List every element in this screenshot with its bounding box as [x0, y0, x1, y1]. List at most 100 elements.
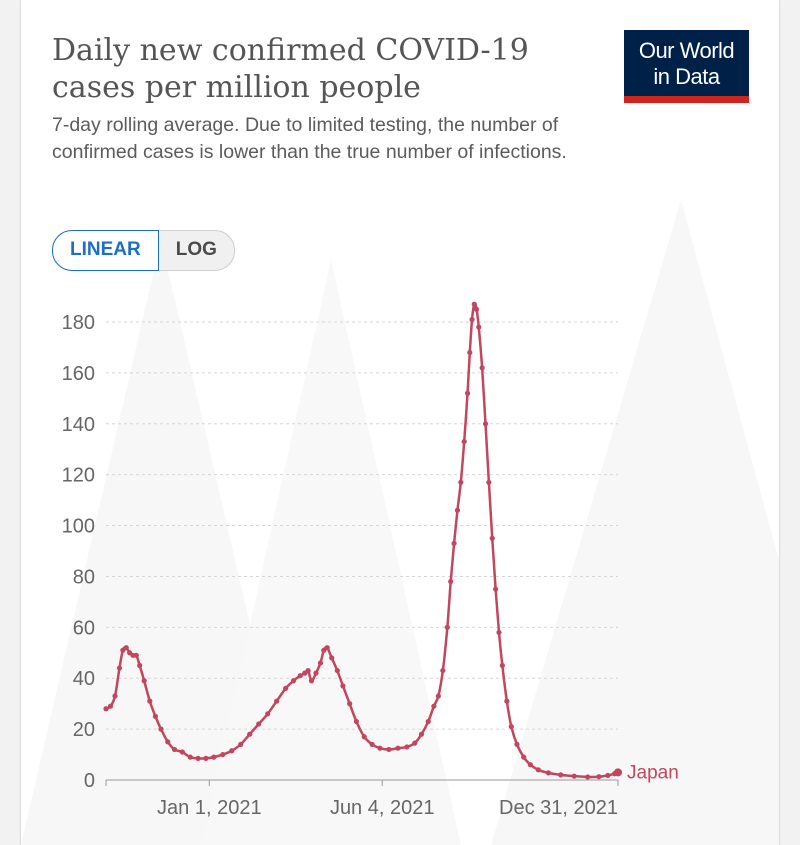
chart-title: Daily new confirmed COVID-19 cases per m…	[52, 33, 529, 105]
series-end-marker	[614, 768, 622, 777]
data-point	[347, 701, 353, 707]
data-point	[386, 746, 392, 753]
data-point	[305, 667, 311, 674]
y-tick-label-120: 120	[62, 465, 95, 487]
data-point	[451, 540, 457, 546]
data-point	[179, 749, 185, 755]
data-point	[508, 723, 514, 730]
data-point	[313, 670, 319, 676]
data-point	[329, 655, 335, 661]
x-axis: Jan 1, 2021 Jun 4, 2021 Dec 31, 2021	[105, 779, 619, 819]
data-point	[187, 754, 193, 760]
data-point	[211, 754, 217, 760]
data-point	[425, 718, 431, 725]
data-point	[473, 306, 480, 312]
data-point	[545, 770, 551, 776]
chart-subtitle: 7-day rolling average. Due to limited te…	[52, 114, 567, 163]
series-line-0	[105, 302, 619, 779]
data-point	[274, 698, 280, 704]
logo-line-2: in Data	[653, 64, 720, 89]
data-point	[377, 745, 383, 751]
data-point	[203, 755, 209, 761]
data-point	[469, 316, 475, 323]
data-point	[605, 772, 611, 779]
data-point	[353, 718, 359, 725]
data-point	[283, 685, 289, 692]
x-tick-label-0: Jan 1, 2021	[157, 797, 262, 819]
data-point	[499, 662, 505, 669]
data-point	[171, 746, 178, 753]
data-point	[496, 629, 502, 636]
data-point	[147, 698, 153, 704]
chart-card: Daily new confirmed COVID-19 cases per m…	[21, 0, 779, 845]
data-point	[418, 731, 425, 737]
y-tick-label-100: 100	[62, 516, 95, 538]
data-point	[317, 660, 324, 666]
y-tick-label-20: 20	[73, 719, 95, 741]
data-point	[247, 731, 253, 737]
data-point	[467, 349, 473, 356]
data-point	[558, 772, 564, 778]
logo-line-1: Our World	[638, 38, 735, 63]
data-point	[458, 479, 464, 485]
data-point	[152, 713, 159, 719]
data-point	[493, 586, 499, 592]
data-point	[444, 624, 450, 630]
series-end-label: Japan	[627, 762, 679, 783]
data-point	[395, 745, 401, 751]
data-point	[112, 693, 118, 699]
data-point	[133, 652, 139, 658]
owid-logo[interactable]: Our World in Data	[624, 30, 749, 103]
data-point	[116, 665, 123, 671]
data-point	[504, 698, 510, 704]
data-point	[165, 739, 171, 745]
logo-accent-bar	[624, 96, 749, 103]
y-tick-label-180: 180	[62, 312, 95, 334]
data-point	[412, 740, 418, 746]
y-tick-label-80: 80	[73, 566, 95, 588]
data-point	[123, 645, 129, 651]
data-point	[440, 667, 446, 674]
data-point	[229, 748, 235, 754]
y-tick-label-0: 0	[84, 770, 95, 792]
data-point	[158, 726, 164, 732]
data-point	[220, 751, 226, 758]
x-tick-label-1: Jun 4, 2021	[330, 797, 435, 819]
data-point	[431, 703, 437, 709]
series-japan[interactable]: Japan	[103, 301, 679, 784]
y-axis: 0 20 40 60 80 100 120 140 160 180	[62, 312, 95, 792]
linear-scale-button[interactable]: LINEAR	[52, 230, 159, 271]
data-point	[454, 507, 461, 513]
data-point	[435, 693, 441, 699]
data-point	[195, 755, 201, 761]
data-point	[361, 734, 367, 740]
data-point	[297, 673, 303, 679]
data-point	[324, 645, 330, 651]
data-point	[141, 678, 147, 684]
y-tick-label-160: 160	[62, 363, 95, 385]
data-point	[482, 421, 489, 427]
scale-toggle: LINEAR LOG	[52, 230, 235, 271]
data-point	[471, 301, 477, 307]
data-point	[596, 774, 602, 780]
data-point	[107, 703, 114, 709]
data-point	[486, 479, 492, 485]
data-point	[404, 744, 410, 750]
data-point	[476, 324, 482, 330]
data-point	[535, 767, 541, 773]
data-point	[448, 578, 454, 585]
data-point	[290, 678, 297, 684]
data-point	[265, 711, 271, 717]
y-tick-label-140: 140	[62, 414, 95, 436]
data-point	[369, 741, 375, 747]
log-scale-button[interactable]: LOG	[175, 239, 217, 260]
data-point	[489, 535, 495, 541]
gridlines	[106, 321, 618, 730]
data-point	[238, 741, 244, 747]
data-point	[585, 774, 591, 780]
data-point	[308, 678, 315, 684]
data-point	[464, 390, 471, 396]
background-watermark	[21, 200, 779, 845]
data-point	[479, 365, 485, 371]
